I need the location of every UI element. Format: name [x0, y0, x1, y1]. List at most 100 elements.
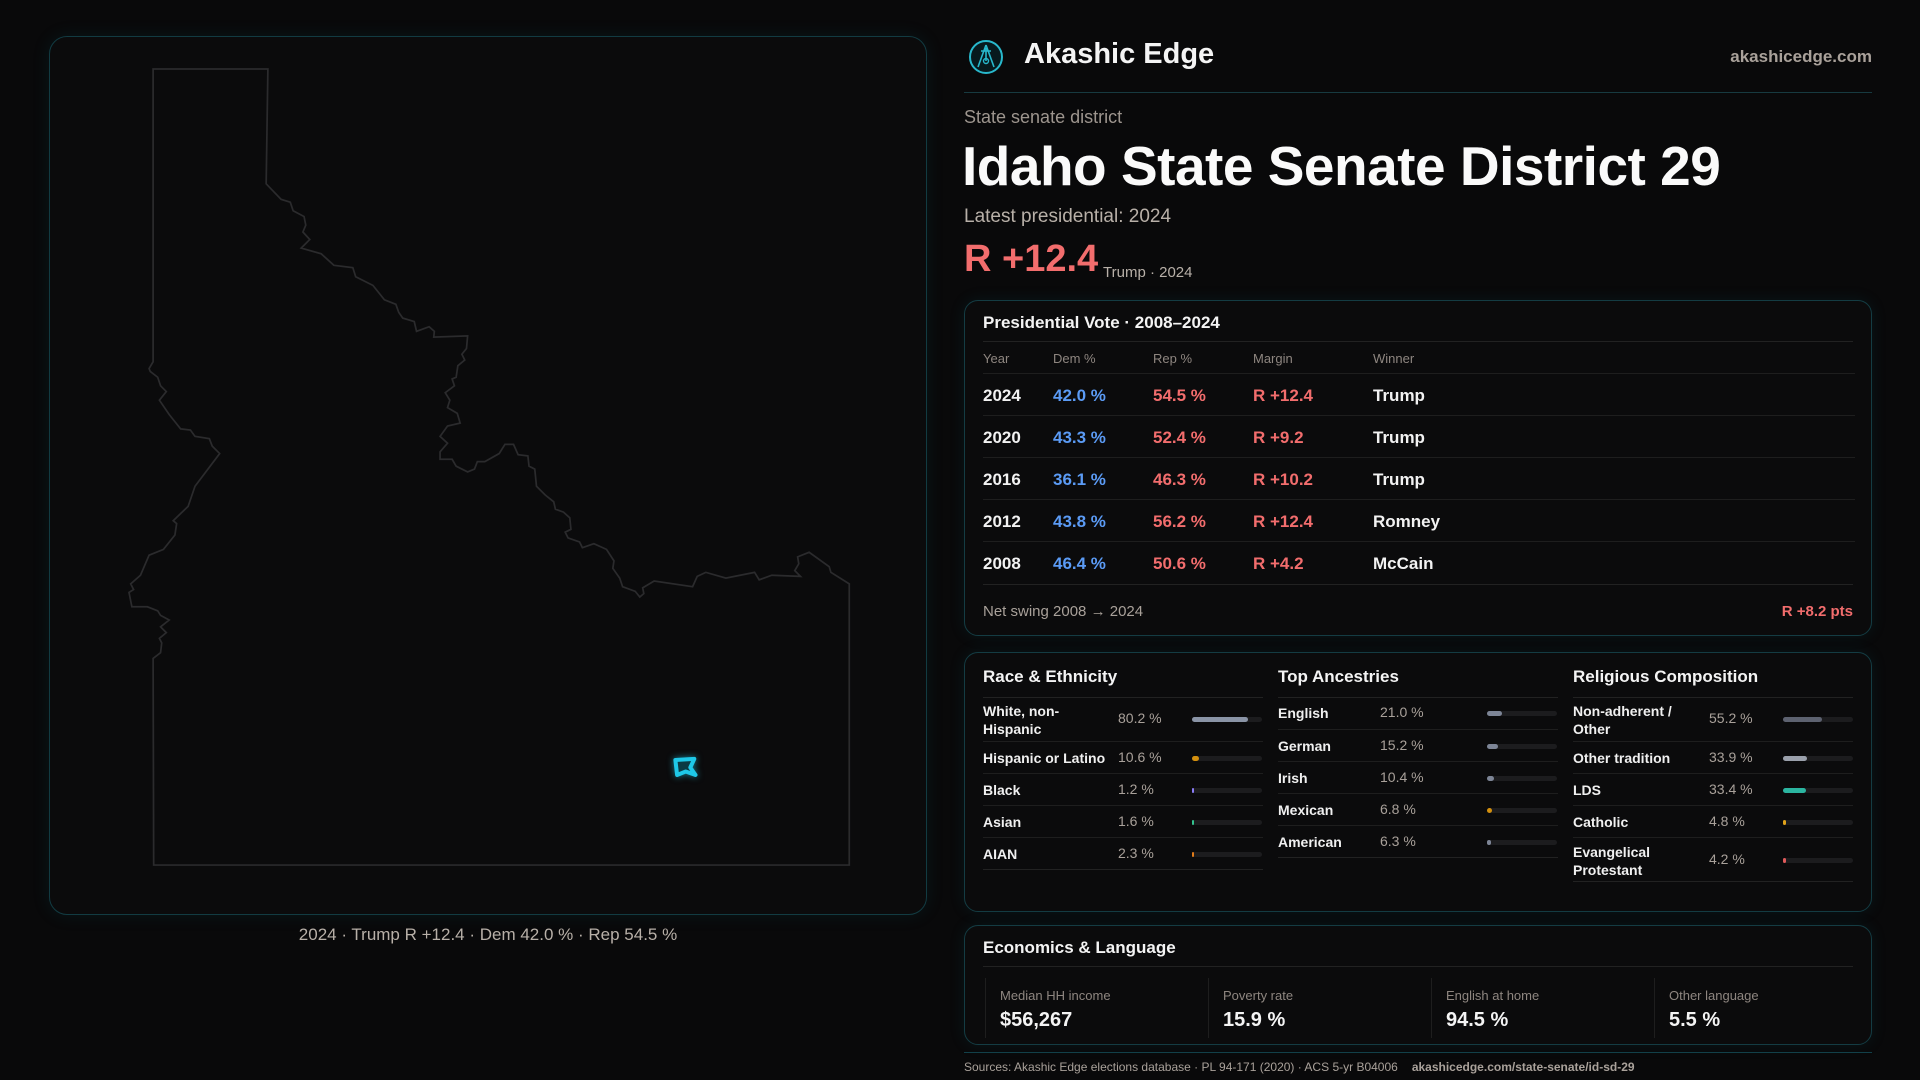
item-bar-fill	[1783, 756, 1807, 761]
map-caption: 2024 · Trump R +12.4 · Dem 42.0 % · Rep …	[298, 925, 678, 944]
table-row: 2008 46.4 % 50.6 % R +4.2 McCain	[983, 541, 1855, 583]
cell-winner: Romney	[1373, 512, 1441, 531]
cell-rep-pct: 50.6 %	[1153, 554, 1206, 573]
item-label: LDS	[1573, 782, 1601, 798]
district-highlight[interactable]	[673, 756, 698, 777]
cell-winner: Trump	[1373, 428, 1425, 447]
cell-dem-pct: 43.3 %	[1053, 428, 1106, 447]
cell-winner: Trump	[1373, 470, 1425, 489]
item-percent: 80.2 %	[1118, 710, 1162, 726]
list-item: American 6.3 %	[1278, 825, 1558, 857]
map-panel	[49, 36, 927, 915]
cell-dem-pct: 43.8 %	[1053, 512, 1106, 531]
item-bar-fill	[1192, 788, 1194, 793]
cell-rep-pct: 56.2 %	[1153, 512, 1206, 531]
cell-year: 2012	[983, 512, 1021, 531]
list-item: Non-adherent / Other 55.2 %	[1573, 697, 1853, 741]
divider	[983, 966, 1853, 967]
item-bar-fill	[1487, 840, 1492, 845]
card-title: Economics & Language	[983, 938, 1176, 957]
demographic-column: Race & Ethnicity White, non-Hispanic 80.2 …	[983, 653, 1263, 911]
item-percent: 1.2 %	[1118, 781, 1154, 797]
divider	[983, 341, 1853, 342]
divider	[983, 869, 1263, 870]
brand-name[interactable]: Akashic Edge	[1024, 38, 1215, 70]
item-bar-track	[1487, 776, 1557, 781]
item-percent: 21.0 %	[1380, 704, 1424, 720]
headline-margin-sub: Trump · 2024	[1103, 264, 1193, 281]
headline-margin: R +12.4	[964, 238, 1099, 280]
item-label: Other tradition	[1573, 750, 1671, 766]
page-title: Idaho State Senate District 29	[962, 135, 1721, 197]
item-label: Asian	[983, 814, 1022, 830]
cell-year: 2020	[983, 428, 1021, 447]
item-bar-track	[1192, 852, 1262, 857]
demographic-column: Top Ancestries English 21.0 % German 15.2 % I…	[1278, 653, 1558, 911]
table-row: 2024 42.0 % 54.5 % R +12.4 Trump	[983, 373, 1855, 415]
col-header-dem: Dem %	[1053, 351, 1096, 366]
state-map	[128, 68, 851, 866]
demographic-column: Religious Composition Non-adherent / Othe…	[1573, 653, 1853, 911]
column-title: Religious Composition	[1573, 667, 1759, 686]
economics-card: Economics & Language Median HH income $56…	[964, 925, 1872, 1045]
item-label: American	[1278, 834, 1342, 850]
card-title: Presidential Vote · 2008–2024	[983, 313, 1220, 332]
item-bar-track	[1783, 756, 1853, 761]
item-label: Catholic	[1573, 814, 1629, 830]
list-item: German 15.2 %	[1278, 729, 1558, 761]
stat-label: Other language	[1669, 988, 1759, 1003]
stat-label: Median HH income	[1000, 988, 1111, 1003]
item-bar-fill	[1192, 820, 1194, 825]
list-item: Catholic 4.8 %	[1573, 805, 1853, 837]
site-link[interactable]: akashicedge.com	[1730, 47, 1872, 66]
item-percent: 15.2 %	[1380, 737, 1424, 753]
sources-footer: Sources: Akashic Edge elections database…	[964, 1052, 1872, 1076]
stat-value: 15.9 %	[1223, 1009, 1286, 1031]
stat-value: 94.5 %	[1446, 1009, 1509, 1031]
stat-tile: Other language 5.5 %	[1654, 978, 1876, 1038]
list-item: Other tradition 33.9 %	[1573, 741, 1853, 773]
table-row: 2012 43.8 % 56.2 % R +12.4 Romney	[983, 499, 1855, 541]
item-bar-track	[1783, 717, 1853, 722]
table-row: 2016 36.1 % 46.3 % R +10.2 Trump	[983, 457, 1855, 499]
stat-label: Poverty rate	[1223, 988, 1294, 1003]
divider	[1573, 697, 1853, 698]
col-header-margin: Margin	[1253, 351, 1293, 366]
list-item: Hispanic or Latino 10.6 %	[983, 741, 1263, 773]
item-percent: 10.6 %	[1118, 749, 1162, 765]
item-label: AIAN	[983, 846, 1018, 862]
col-header-rep: Rep %	[1153, 351, 1193, 366]
cell-rep-pct: 52.4 %	[1153, 428, 1206, 447]
demographics-card: Race & Ethnicity White, non-Hispanic 80.2 …	[964, 652, 1872, 912]
akashic-edge-logo-icon[interactable]	[968, 39, 1004, 75]
item-bar-track	[1783, 858, 1853, 863]
stat-tile: Poverty rate 15.9 %	[1208, 978, 1430, 1038]
item-bar-fill	[1783, 717, 1822, 722]
cell-year: 2024	[983, 386, 1021, 405]
list-item: English 21.0 %	[1278, 697, 1558, 729]
cell-margin: R +10.2	[1253, 470, 1314, 489]
divider	[983, 584, 1853, 585]
cell-margin: R +9.2	[1253, 428, 1304, 447]
page-url[interactable]: akashicedge.com/state-senate/id-sd-29	[1411, 1060, 1635, 1074]
stat-value: $56,267	[1000, 1009, 1073, 1031]
item-percent: 33.4 %	[1709, 781, 1753, 797]
cell-year: 2008	[983, 554, 1021, 573]
item-bar-track	[1192, 820, 1262, 825]
item-bar-track	[1192, 788, 1262, 793]
stat-tile: English at home 94.5 %	[1431, 978, 1653, 1038]
cell-margin: R +4.2	[1253, 554, 1304, 573]
item-bar-track	[1783, 820, 1853, 825]
item-bar-track	[1783, 788, 1853, 793]
item-percent: 2.3 %	[1118, 845, 1154, 861]
col-header-year: Year	[983, 351, 1010, 366]
item-bar-track	[1487, 744, 1557, 749]
item-bar-fill	[1487, 808, 1492, 813]
cell-dem-pct: 46.4 %	[1053, 554, 1106, 573]
divider	[1573, 881, 1853, 882]
item-bar-track	[1487, 808, 1557, 813]
column-title: Race & Ethnicity	[983, 667, 1118, 686]
cell-rep-pct: 46.3 %	[1153, 470, 1206, 489]
idaho-outline	[128, 68, 851, 866]
item-bar-track	[1192, 717, 1262, 722]
